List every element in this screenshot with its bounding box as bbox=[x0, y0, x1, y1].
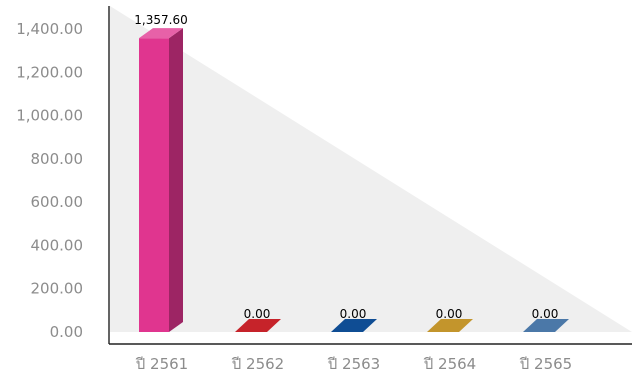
bar-data-label: 0.00 bbox=[532, 307, 559, 321]
data-labels-group: 1,357.60 0.00 0.00 0.00 0.00 bbox=[134, 13, 558, 321]
y-tick-label: 0.00 bbox=[50, 323, 83, 341]
bar-data-label: 0.00 bbox=[436, 307, 463, 321]
bar bbox=[427, 319, 473, 332]
bar bbox=[235, 319, 281, 332]
y-tick-label: 400.00 bbox=[31, 236, 84, 254]
y-tick-label: 200.00 bbox=[31, 280, 84, 298]
x-tick-label: ปี 2565 bbox=[519, 355, 572, 373]
bar-top-face bbox=[331, 319, 377, 332]
y-axis-ticks: 0.00 200.00 400.00 600.00 800.00 1,000.00 1,20… bbox=[16, 20, 83, 341]
bar-data-label: 0.00 bbox=[244, 307, 271, 321]
x-axis-ticks: ปี 2561 ปี 2562 ปี 2563 ปี 2564 ปี 2565 bbox=[135, 355, 572, 373]
bar bbox=[139, 28, 183, 332]
bar-data-label: 1,357.60 bbox=[134, 13, 187, 27]
x-tick-label: ปี 2561 bbox=[135, 355, 188, 373]
x-tick-label: ปี 2562 bbox=[231, 355, 284, 373]
y-tick-label: 1,200.00 bbox=[16, 63, 83, 81]
bar-top-face bbox=[139, 28, 183, 39]
x-tick-label: ปี 2563 bbox=[327, 355, 380, 373]
y-tick-label: 600.00 bbox=[31, 193, 84, 211]
bar-side-face bbox=[169, 28, 183, 332]
bar-top-face bbox=[427, 319, 473, 332]
bar-top-face bbox=[523, 319, 569, 332]
x-tick-label: ปี 2564 bbox=[423, 355, 476, 373]
bar bbox=[523, 319, 569, 332]
y-tick-label: 800.00 bbox=[31, 150, 84, 168]
bars-group bbox=[139, 28, 569, 332]
bar-data-label: 0.00 bbox=[340, 307, 367, 321]
bar bbox=[331, 319, 377, 332]
chart-back-wall bbox=[110, 6, 632, 332]
y-tick-label: 1,000.00 bbox=[16, 107, 83, 125]
bar-front-face bbox=[139, 38, 169, 332]
bar-top-face bbox=[235, 319, 281, 332]
y-tick-label: 1,400.00 bbox=[16, 20, 83, 38]
